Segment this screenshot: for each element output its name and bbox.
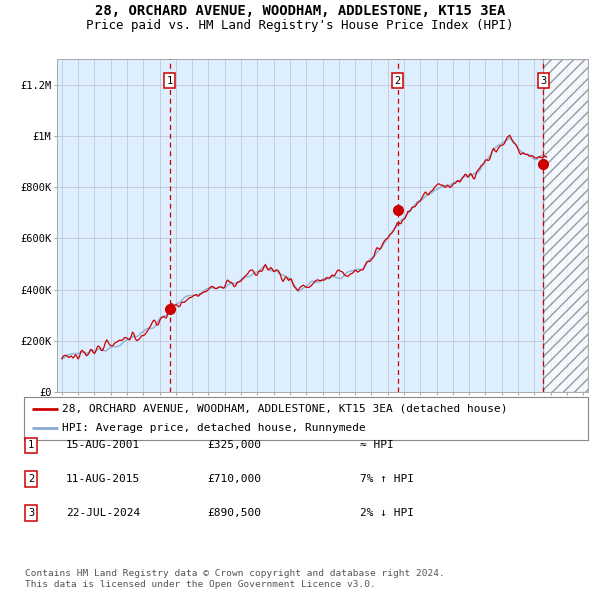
- Text: 3: 3: [28, 508, 34, 517]
- Text: HPI: Average price, detached house, Runnymede: HPI: Average price, detached house, Runn…: [62, 423, 366, 433]
- Text: 28, ORCHARD AVENUE, WOODHAM, ADDLESTONE, KT15 3EA (detached house): 28, ORCHARD AVENUE, WOODHAM, ADDLESTONE,…: [62, 404, 508, 414]
- Text: 1: 1: [28, 441, 34, 450]
- Text: 2% ↓ HPI: 2% ↓ HPI: [360, 508, 414, 517]
- Text: £710,000: £710,000: [207, 474, 261, 484]
- Text: Contains HM Land Registry data © Crown copyright and database right 2024.
This d: Contains HM Land Registry data © Crown c…: [25, 569, 445, 589]
- Text: £890,500: £890,500: [207, 508, 261, 517]
- Text: Price paid vs. HM Land Registry's House Price Index (HPI): Price paid vs. HM Land Registry's House …: [86, 19, 514, 32]
- Text: 7% ↑ HPI: 7% ↑ HPI: [360, 474, 414, 484]
- Text: 2: 2: [28, 474, 34, 484]
- Text: 22-JUL-2024: 22-JUL-2024: [66, 508, 140, 517]
- Text: £325,000: £325,000: [207, 441, 261, 450]
- Text: ≈ HPI: ≈ HPI: [360, 441, 394, 450]
- Bar: [544, 59, 588, 392]
- Text: 1: 1: [167, 76, 173, 86]
- Text: 2: 2: [394, 76, 401, 86]
- Text: 28, ORCHARD AVENUE, WOODHAM, ADDLESTONE, KT15 3EA: 28, ORCHARD AVENUE, WOODHAM, ADDLESTONE,…: [95, 4, 505, 18]
- Text: 3: 3: [540, 76, 547, 86]
- Text: 11-AUG-2015: 11-AUG-2015: [66, 474, 140, 484]
- Text: 15-AUG-2001: 15-AUG-2001: [66, 441, 140, 450]
- Bar: [544, 59, 588, 392]
